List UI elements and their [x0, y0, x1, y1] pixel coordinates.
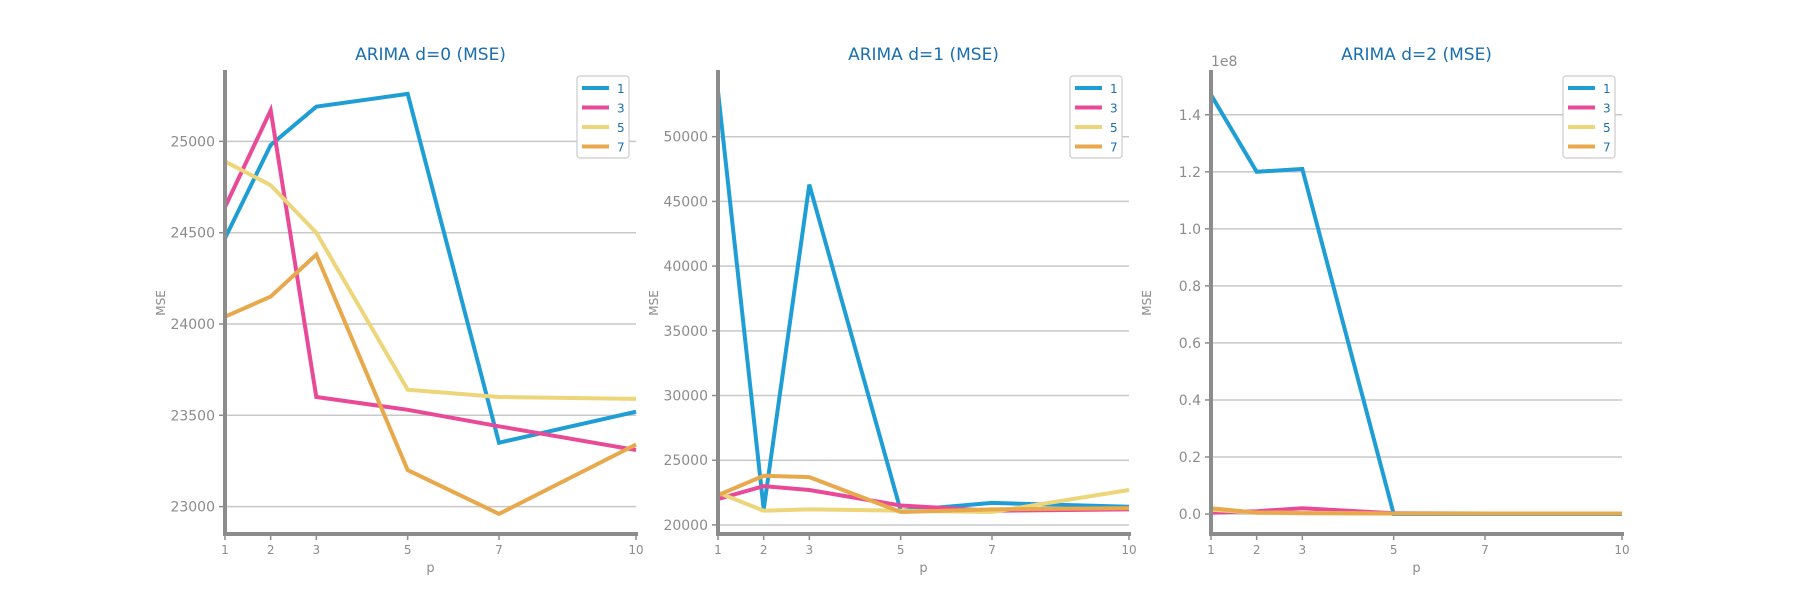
legend: 1 3 5 7 [576, 75, 630, 159]
legend-box [576, 75, 630, 159]
x-axis-label: p [426, 561, 434, 576]
chart-title: ARIMA d=1 (MSE) [848, 45, 999, 65]
y-tick-label: 45000 [663, 194, 708, 210]
legend: 1 3 5 7 [1562, 75, 1616, 159]
legend: 1 3 5 7 [1069, 75, 1123, 159]
x-tick-label: 2 [1253, 543, 1261, 557]
y-tick-label: 0.8 [1179, 279, 1201, 295]
series-line-7 [224, 251, 637, 517]
legend-label-3: 3 [1110, 102, 1118, 116]
x-tick-label: 10 [628, 543, 643, 557]
x-tick-label: 5 [404, 543, 412, 557]
legend-label-7: 7 [617, 141, 625, 155]
x-tick-label: 5 [897, 543, 905, 557]
y-tick-label: 23000 [170, 500, 215, 516]
series-line-1 [223, 91, 637, 446]
legend-label-7: 7 [1110, 141, 1118, 155]
y-tick-label: 0.0 [1179, 507, 1201, 523]
legend-label-5: 5 [1110, 121, 1118, 135]
y-tick-label: 0.4 [1179, 393, 1201, 409]
y-tick-label: 40000 [663, 259, 708, 275]
chart-panel-2: 20000 25000 30000 35000 40000 45000 50000 1 2 3 5 7… [647, 45, 1137, 576]
x-tick-label: 2 [267, 543, 275, 557]
y-tick-label: 24500 [170, 226, 215, 242]
legend-label-7: 7 [1603, 141, 1611, 155]
x-tick-label: 7 [495, 543, 503, 557]
series-line-5 [224, 159, 637, 401]
x-tick-label: 5 [1390, 543, 1398, 557]
chart-title: ARIMA d=2 (MSE) [1341, 45, 1492, 65]
chart-panel-3: 0.0 0.2 0.4 0.6 0.8 1.0 1.2 1.4 1 2 3 5 7 10 ARIMA d=2… [1140, 45, 1630, 576]
y-tick-label: 25000 [663, 453, 708, 469]
y-tick-label: 0.6 [1179, 336, 1201, 352]
chart-title: ARIMA d=0 (MSE) [355, 45, 506, 65]
x-tick-label: 10 [1614, 543, 1629, 557]
x-tick-label: 3 [1299, 543, 1307, 557]
legend-label-3: 3 [1603, 102, 1611, 116]
y-tick-label: 30000 [663, 389, 708, 405]
y-tick-label: 20000 [663, 518, 708, 534]
x-tick-label: 7 [988, 543, 996, 557]
x-axis-label: p [919, 561, 927, 576]
y-axis-label: MSE [1140, 290, 1154, 316]
x-tick-label: 7 [1481, 543, 1489, 557]
legend-label-3: 3 [617, 102, 625, 116]
legend-box [1069, 75, 1123, 159]
series-line-7 [717, 473, 1130, 515]
series-line-1 [716, 91, 1130, 513]
y-tick-label: 50000 [663, 130, 708, 146]
x-tick-label: 1 [714, 543, 722, 557]
y-tick-label: 0.2 [1179, 450, 1201, 466]
legend-label-1: 1 [1110, 82, 1118, 96]
legend-label-5: 5 [617, 121, 625, 135]
y-tick-label: 1.0 [1179, 222, 1201, 238]
y-tick-label: 24000 [170, 317, 215, 333]
x-tick-label: 10 [1121, 543, 1136, 557]
x-tick-label: 2 [760, 543, 768, 557]
x-axis-label: p [1412, 561, 1420, 576]
x-tick-label: 1 [221, 543, 229, 557]
x-tick-label: 3 [313, 543, 321, 557]
y-axis-label: MSE [154, 290, 168, 316]
series-line-3 [223, 103, 637, 452]
series-line-7 [1210, 506, 1622, 516]
y-offset-label: 1e8 [1211, 54, 1237, 70]
y-tick-label: 1.2 [1179, 165, 1201, 181]
legend-label-1: 1 [1603, 82, 1611, 96]
legend-box [1562, 75, 1616, 159]
y-tick-label: 25000 [170, 134, 215, 150]
chart-panel-1: 23000 23500 24000 24500 25000 1 2 3 5 7 10 ARIMA d=… [154, 45, 644, 576]
x-tick-label: 1 [1207, 543, 1215, 557]
y-tick-label: 23500 [170, 408, 215, 424]
series-line-1 [1209, 93, 1622, 516]
y-axis-label: MSE [647, 290, 661, 316]
y-tick-label: 1.4 [1179, 108, 1201, 124]
legend-label-1: 1 [617, 82, 625, 96]
legend-label-5: 5 [1603, 121, 1611, 135]
x-tick-label: 3 [806, 543, 814, 557]
y-tick-label: 35000 [663, 324, 708, 340]
